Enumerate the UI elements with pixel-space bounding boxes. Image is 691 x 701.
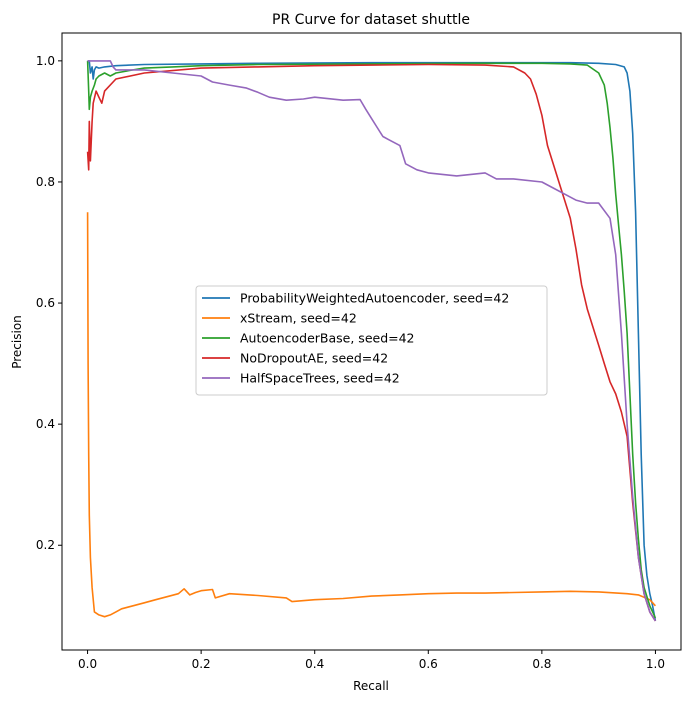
legend-label-1: xStream, seed=42: [240, 311, 357, 326]
x-axis-label: Recall: [353, 679, 389, 693]
series-layer: [86, 60, 657, 622]
series-line-2: [86, 60, 657, 619]
y-axis-ticks: 0.2 0.4 0.6 0.8 1.0: [36, 54, 62, 552]
plot-area: [61, 32, 682, 651]
y-axis-label: Precision: [10, 315, 24, 369]
x-tick-label: 1.0: [646, 657, 665, 671]
x-tick-label: 0.2: [192, 657, 211, 671]
x-tick-label: 0.8: [532, 657, 551, 671]
series-line-4: [87, 60, 657, 622]
series-line-3: [86, 63, 657, 622]
x-tick-label: 0.6: [419, 657, 438, 671]
series-line-1: [86, 212, 656, 618]
x-axis-ticks: 0.0 0.2 0.4 0.6 0.8 1.0: [78, 650, 665, 671]
y-tick-label: 0.4: [36, 417, 55, 431]
x-tick-label: 0.0: [78, 657, 97, 671]
legend-label-0: ProbabilityWeightedAutoencoder, seed=42: [240, 291, 509, 306]
legend-box: [195, 285, 548, 396]
y-tick-label: 1.0: [36, 54, 55, 68]
y-tick-label: 0.8: [36, 175, 55, 189]
legend-label-4: HalfSpaceTrees, seed=42: [240, 371, 400, 386]
y-tick-label: 0.2: [36, 538, 55, 552]
legend-label-3: NoDropoutAE, seed=42: [240, 351, 388, 366]
y-tick-label: 0.6: [36, 296, 55, 310]
legend: ProbabilityWeightedAutoencoder, seed=42 x…: [195, 285, 548, 396]
plot-frame: [61, 32, 682, 651]
chart-title: PR Curve for dataset shuttle: [272, 12, 470, 28]
x-tick-label: 0.4: [305, 657, 324, 671]
legend-label-2: AutoencoderBase, seed=42: [240, 331, 415, 346]
